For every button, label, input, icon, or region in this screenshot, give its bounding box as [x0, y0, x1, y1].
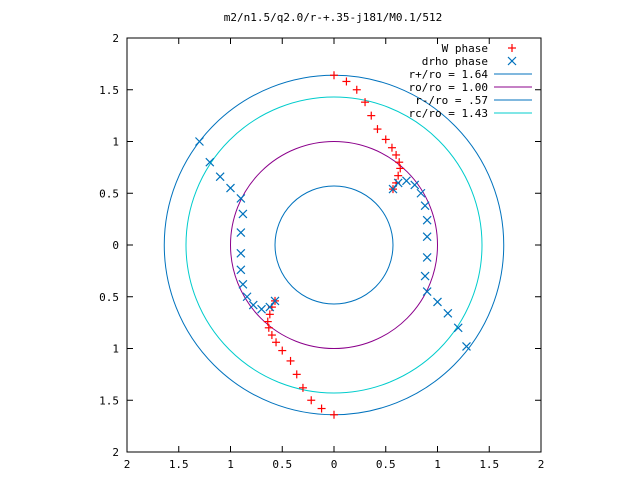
- data-point-1: [215, 172, 225, 182]
- data-point-0: [264, 323, 273, 332]
- data-point-1: [420, 201, 430, 211]
- legend-label: r+/ro = 1.64: [409, 68, 489, 81]
- data-point-1: [388, 184, 398, 194]
- data-point-0: [263, 317, 272, 326]
- circle-0: [163, 74, 505, 416]
- y-tick-label: 0.5: [99, 187, 119, 200]
- data-point-1: [416, 188, 426, 198]
- x-tick-label: 1: [434, 458, 441, 471]
- circle-1: [230, 141, 438, 349]
- data-point-1: [422, 252, 432, 262]
- y-tick-label: 2: [112, 446, 119, 459]
- data-point-1: [248, 300, 258, 310]
- data-point-1: [195, 137, 204, 146]
- data-point-0: [330, 410, 338, 419]
- y-tick-label: 0: [112, 239, 119, 252]
- data-point-0: [387, 143, 396, 152]
- data-point-0: [361, 98, 370, 107]
- circle-2: [274, 185, 394, 305]
- data-point-1: [462, 342, 471, 351]
- legend-label: rc/ro = 1.43: [409, 107, 488, 120]
- data-point-1: [205, 157, 215, 167]
- x-tick-label: 1.5: [169, 458, 189, 471]
- data-point-0: [307, 396, 316, 405]
- data-point-0: [352, 85, 361, 94]
- data-point-1: [453, 323, 463, 333]
- data-point-0: [392, 150, 401, 159]
- x-tick-label: 0.5: [376, 458, 396, 471]
- data-point-0: [396, 164, 405, 173]
- x-tick-label: 0: [331, 458, 338, 471]
- x-tick-label: 1.5: [479, 458, 499, 471]
- x-tick-label: 2: [538, 458, 545, 471]
- data-point-1: [236, 194, 246, 203]
- x-tick-label: 2: [124, 458, 131, 471]
- y-tick-label: 2: [112, 32, 119, 45]
- data-point-1: [410, 180, 420, 190]
- data-point-1: [422, 287, 432, 296]
- legend-symbol: [507, 56, 517, 66]
- data-point-0: [267, 331, 276, 340]
- legend-symbol: [508, 44, 516, 52]
- data-point-1: [238, 209, 248, 219]
- y-tick-label: 0.5: [99, 291, 119, 304]
- data-point-0: [278, 346, 287, 355]
- data-point-1: [433, 297, 442, 307]
- legend-label: r-/ro = .57: [415, 94, 488, 107]
- legend-label: drho phase: [422, 55, 488, 68]
- data-point-1: [422, 215, 432, 225]
- data-point-0: [265, 310, 274, 319]
- reference-circles: [163, 74, 505, 416]
- data-point-0: [272, 338, 281, 347]
- data-point-1: [238, 279, 248, 289]
- data-point-0: [330, 71, 338, 80]
- legend-label: ro/ro = 1.00: [409, 81, 488, 94]
- data-point-0: [381, 135, 390, 144]
- y-tick-label: 1.5: [99, 84, 119, 97]
- x-tick-label: 0.5: [272, 458, 292, 471]
- data-point-1: [257, 304, 266, 314]
- data-point-0: [286, 356, 295, 365]
- x-tick-label: 1: [227, 458, 234, 471]
- data-point-1: [236, 248, 246, 258]
- y-tick-label: 1.5: [99, 394, 119, 407]
- data-point-1: [420, 271, 430, 281]
- data-point-1: [265, 302, 275, 312]
- y-tick-label: 1: [112, 343, 119, 356]
- data-point-1: [236, 228, 246, 238]
- data-point-1: [393, 178, 403, 188]
- data-point-1: [242, 292, 252, 302]
- data-point-1: [236, 265, 246, 275]
- y-tick-label: 1: [112, 136, 119, 149]
- data-point-0: [342, 77, 351, 86]
- data-point-0: [373, 125, 382, 134]
- data-point-1: [270, 296, 280, 306]
- data-point-0: [298, 383, 307, 392]
- data-point-1: [422, 232, 432, 242]
- data-point-1: [443, 308, 453, 318]
- legend-label: W phase: [442, 42, 488, 55]
- data-point-1: [402, 176, 411, 186]
- data-point-1: [226, 183, 235, 193]
- data-point-0: [367, 111, 376, 120]
- data-point-0: [394, 171, 403, 180]
- circle-3: [185, 96, 483, 394]
- data-point-0: [395, 158, 404, 167]
- data-point-0: [292, 370, 301, 379]
- axis-ticks: 2 1.5 1 0.5 0 0.5 1 1.5 221.510.500.511.52: [99, 32, 544, 471]
- chart-title: m2/n1.5/q2.0/r-+.35-j181/M0.1/512: [224, 11, 443, 24]
- data-markers: [195, 71, 471, 419]
- data-point-0: [317, 404, 326, 413]
